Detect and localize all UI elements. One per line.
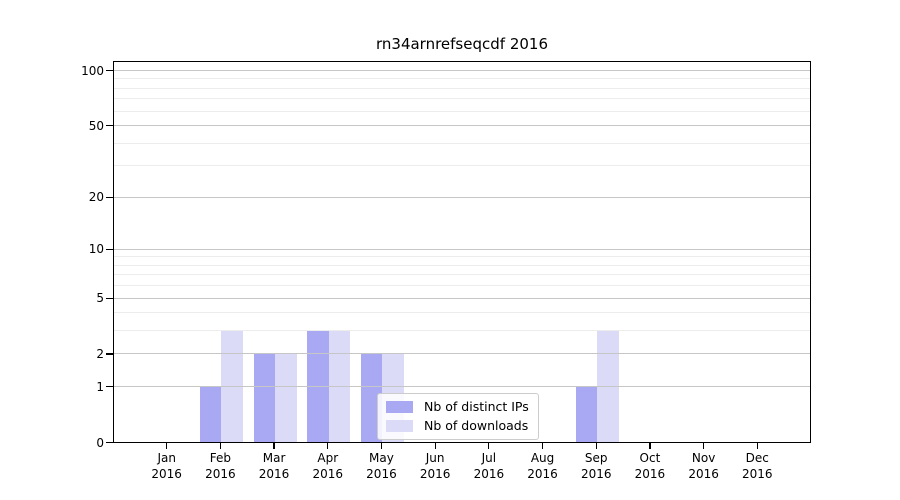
gridline-80 [114, 87, 810, 89]
x-axis-tick [434, 443, 436, 449]
x-axis-tick [541, 443, 544, 449]
y-tick-label: 10 [88, 242, 104, 257]
bar-nb-of-distinct-ips-feb [199, 386, 222, 442]
x-tick-label: Oct 2016 [634, 451, 666, 481]
chart-title: rn34arnrefseqcdf 2016 [375, 35, 548, 53]
legend-item-downloads: Nb of downloads [386, 419, 529, 433]
x-tick-label: Jan 2016 [151, 451, 182, 481]
gridline-20 [114, 196, 810, 198]
x-axis-tick [219, 443, 221, 449]
x-tick-label: Sep 2016 [580, 451, 612, 481]
gridline-100 [114, 70, 810, 71]
y-tick-label: 100 [81, 63, 104, 78]
x-axis-tick [327, 443, 329, 449]
bar-nb-of-distinct-ips-mar [253, 353, 276, 442]
y-tick-label: 0 [96, 435, 104, 450]
bar-nb-of-distinct-ips-sep [575, 386, 598, 442]
gridline-2 [114, 353, 810, 355]
legend-label-downloads: Nb of downloads [424, 418, 529, 433]
y-axis-tick [106, 248, 113, 250]
gridline-4 [114, 312, 810, 314]
gridline-9 [114, 256, 810, 258]
x-tick-label: Apr 2016 [312, 451, 344, 481]
bar-nb-of-distinct-ips-apr [307, 330, 329, 442]
gridline-50 [114, 125, 810, 127]
bar-nb-of-downloads-apr [328, 330, 351, 442]
bar-nb-of-downloads-mar [275, 353, 297, 442]
x-tick-label: Aug 2016 [527, 451, 558, 481]
y-axis-tick [106, 125, 113, 127]
x-axis-tick [756, 443, 758, 449]
y-axis-tick [106, 196, 113, 198]
gridline-60 [114, 110, 810, 112]
y-tick-label: 5 [96, 291, 104, 306]
gridline-90 [114, 78, 810, 80]
x-tick-label: Nov 2016 [688, 451, 719, 481]
gridline-8 [114, 264, 810, 266]
chart-legend: Nb of distinct IPs Nb of downloads [377, 393, 539, 440]
y-axis-tick [106, 297, 113, 299]
y-axis-tick [106, 386, 113, 388]
legend-label-distinct-ips: Nb of distinct IPs [424, 399, 529, 414]
x-axis-tick [166, 443, 168, 449]
x-tick-label: May 2016 [366, 451, 397, 481]
x-tick-label: Dec 2016 [742, 451, 773, 481]
x-axis-tick [273, 443, 275, 449]
y-tick-label: 2 [96, 346, 104, 361]
x-axis-tick [703, 443, 705, 449]
x-axis-tick [380, 443, 383, 449]
x-axis-tick [488, 443, 490, 449]
bar-nb-of-downloads-feb [221, 330, 243, 442]
legend-swatch-distinct-ips [386, 401, 413, 413]
x-tick-label: Jun 2016 [419, 451, 451, 481]
plot-area: Nb of distinct IPs Nb of downloads [113, 61, 811, 443]
y-tick-label: 1 [96, 379, 104, 394]
y-axis-tick [106, 353, 113, 355]
gridline-1 [114, 386, 810, 388]
x-tick-label: Mar 2016 [258, 451, 290, 481]
gridline-10 [114, 248, 810, 250]
gridline-70 [114, 98, 810, 100]
gridline-3 [114, 330, 810, 332]
gridline-7 [114, 274, 810, 276]
y-tick-label: 50 [88, 118, 104, 133]
x-axis-tick [649, 443, 651, 449]
y-axis-tick [106, 70, 113, 72]
gridline-5 [114, 297, 810, 299]
legend-item-distinct-ips: Nb of distinct IPs [386, 400, 529, 414]
x-axis-tick [595, 443, 597, 449]
legend-swatch-downloads [386, 420, 413, 432]
gridline-6 [114, 285, 810, 287]
y-tick-label: 20 [88, 190, 104, 205]
gridline-40 [114, 142, 810, 144]
x-tick-label: Feb 2016 [205, 451, 236, 481]
y-axis-tick [106, 442, 113, 444]
gridline-30 [114, 165, 810, 167]
bar-nb-of-downloads-sep [597, 330, 619, 442]
x-tick-label: Jul 2016 [473, 451, 505, 481]
